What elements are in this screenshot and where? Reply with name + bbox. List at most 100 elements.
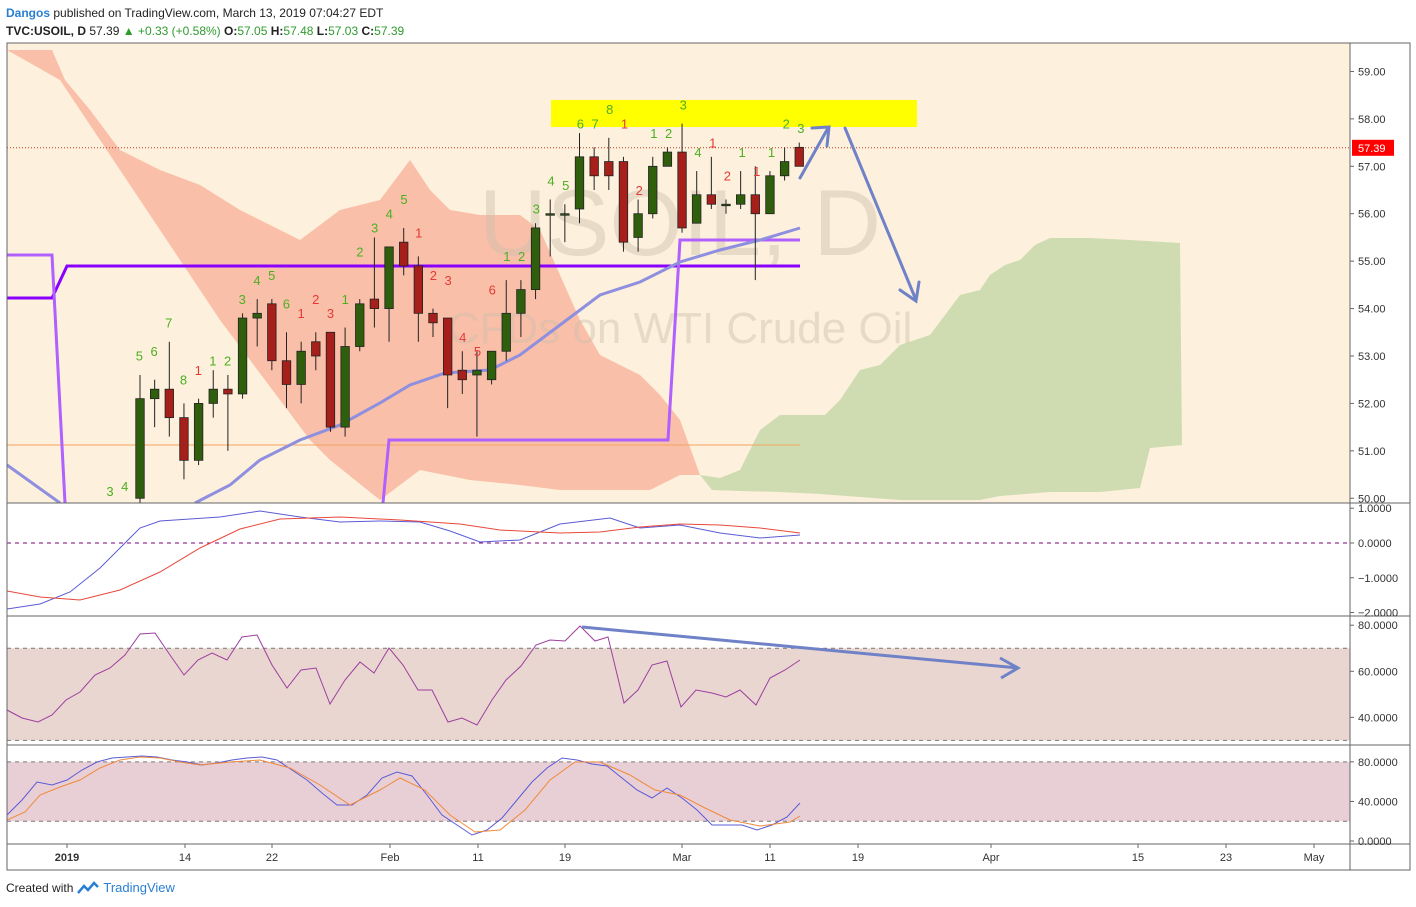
rsi-tick-label: 60.0000	[1358, 666, 1398, 678]
candle	[340, 327, 350, 437]
candle	[574, 133, 585, 224]
candle	[721, 199, 731, 214]
td-count-label: 4	[386, 206, 393, 221]
td-count-label: 3	[680, 97, 687, 112]
candle-body	[706, 194, 716, 205]
time-tick-label: Apr	[982, 852, 999, 864]
candle	[633, 199, 643, 252]
author-link[interactable]: Dangos	[6, 6, 51, 20]
symbol-name[interactable]: TVC:USOIL, D	[6, 24, 86, 38]
td-count-label: 5	[136, 349, 143, 364]
candle-body	[692, 194, 702, 224]
candle-body	[164, 388, 174, 419]
candle-body	[355, 303, 365, 347]
candle	[560, 204, 570, 243]
candle	[384, 246, 394, 342]
candle	[208, 370, 218, 418]
candle-body	[530, 227, 541, 290]
stoch-band	[7, 761, 1350, 822]
arrow-up	[798, 126, 830, 180]
candle	[237, 313, 248, 399]
time-tick-label: 15	[1132, 852, 1144, 864]
tradingview-brand-link[interactable]: TradingView	[103, 880, 175, 895]
divergence-arrow	[581, 625, 1019, 670]
td-count-label: 1	[415, 225, 422, 240]
oscillator-pane	[7, 510, 1350, 610]
resistance-highlight	[551, 100, 917, 127]
stoch-tick-label: 80.0000	[1358, 757, 1398, 769]
td-count-label: 2	[783, 116, 790, 131]
candle	[516, 280, 526, 338]
td-count-label: 6	[150, 344, 157, 359]
time-tick-label: 11	[764, 852, 775, 864]
forecast-arrows	[798, 125, 921, 304]
candle	[281, 332, 292, 409]
price-tick-label: 55.00	[1358, 256, 1386, 268]
td-count-label: 3	[327, 306, 334, 321]
candle	[296, 341, 306, 404]
chart-header: Dangos published on TradingView.com, Mar…	[6, 4, 404, 40]
bear-cloud	[7, 50, 700, 500]
candle-body	[750, 194, 760, 215]
candle-body	[135, 398, 145, 499]
stoch-tick-label: 40.0000	[1358, 796, 1398, 808]
candle	[369, 237, 380, 328]
td-count-label: 2	[724, 169, 731, 184]
td-count-label: 6	[489, 282, 496, 297]
time-tick-label: 19	[852, 852, 864, 864]
publish-line: Dangos published on TradingView.com, Mar…	[6, 4, 404, 22]
stoch-pane	[7, 755, 1350, 836]
td-count-label: 2	[518, 249, 525, 264]
time-tick-label: Feb	[381, 852, 400, 864]
candle	[413, 256, 424, 342]
rsi-tick-label: 40.0000	[1358, 712, 1398, 724]
candle	[530, 223, 541, 300]
candle-body	[560, 213, 570, 216]
candle	[765, 171, 775, 215]
candle-body	[369, 298, 380, 309]
candle	[355, 299, 365, 352]
price-tick-label: 59.00	[1358, 66, 1386, 78]
arrow-up-head	[810, 125, 831, 148]
price-tick-label: 57.00	[1358, 161, 1386, 173]
td-count-label: 4	[694, 145, 701, 160]
td-count-label: 8	[606, 102, 613, 117]
candle-body	[472, 369, 482, 376]
candle	[750, 166, 760, 281]
candle	[589, 147, 599, 191]
td-count-label: 2	[312, 292, 319, 307]
candle-body	[267, 303, 277, 362]
time-tick-label: 22	[266, 852, 278, 864]
oscillator-main-line	[7, 510, 801, 610]
divergence-arrow-head	[999, 656, 1022, 680]
candle-body	[149, 388, 160, 400]
td-count-label: 2	[665, 126, 672, 141]
stoch-d-line	[7, 756, 801, 833]
time-tick-label: May	[1304, 852, 1325, 864]
candle	[794, 142, 804, 167]
td-count-label: 3	[371, 221, 378, 236]
candle	[472, 351, 482, 437]
td-count-label: 5	[400, 192, 407, 207]
td-count-label: 1	[342, 292, 349, 307]
candle-body	[662, 151, 673, 167]
candle	[325, 331, 336, 432]
candle-body	[486, 350, 497, 381]
td-count-label: 3	[444, 273, 451, 288]
candle	[223, 374, 233, 451]
td-count-label: 3	[106, 484, 113, 499]
candle-body	[633, 213, 643, 238]
td-count-label: 2	[430, 268, 437, 283]
footer: Created with TradingView	[6, 880, 175, 895]
td-count-label: 8	[180, 372, 187, 387]
td-count-label: 2	[224, 353, 231, 368]
low-value: 57.03	[328, 24, 359, 38]
tradingview-logo-icon	[77, 880, 100, 894]
time-tick-label: 2019	[55, 852, 79, 864]
td-count-label: 1	[738, 145, 745, 160]
candle	[193, 398, 204, 466]
candle	[149, 379, 160, 428]
candle	[311, 332, 321, 371]
td-count-label: 1	[297, 306, 304, 321]
